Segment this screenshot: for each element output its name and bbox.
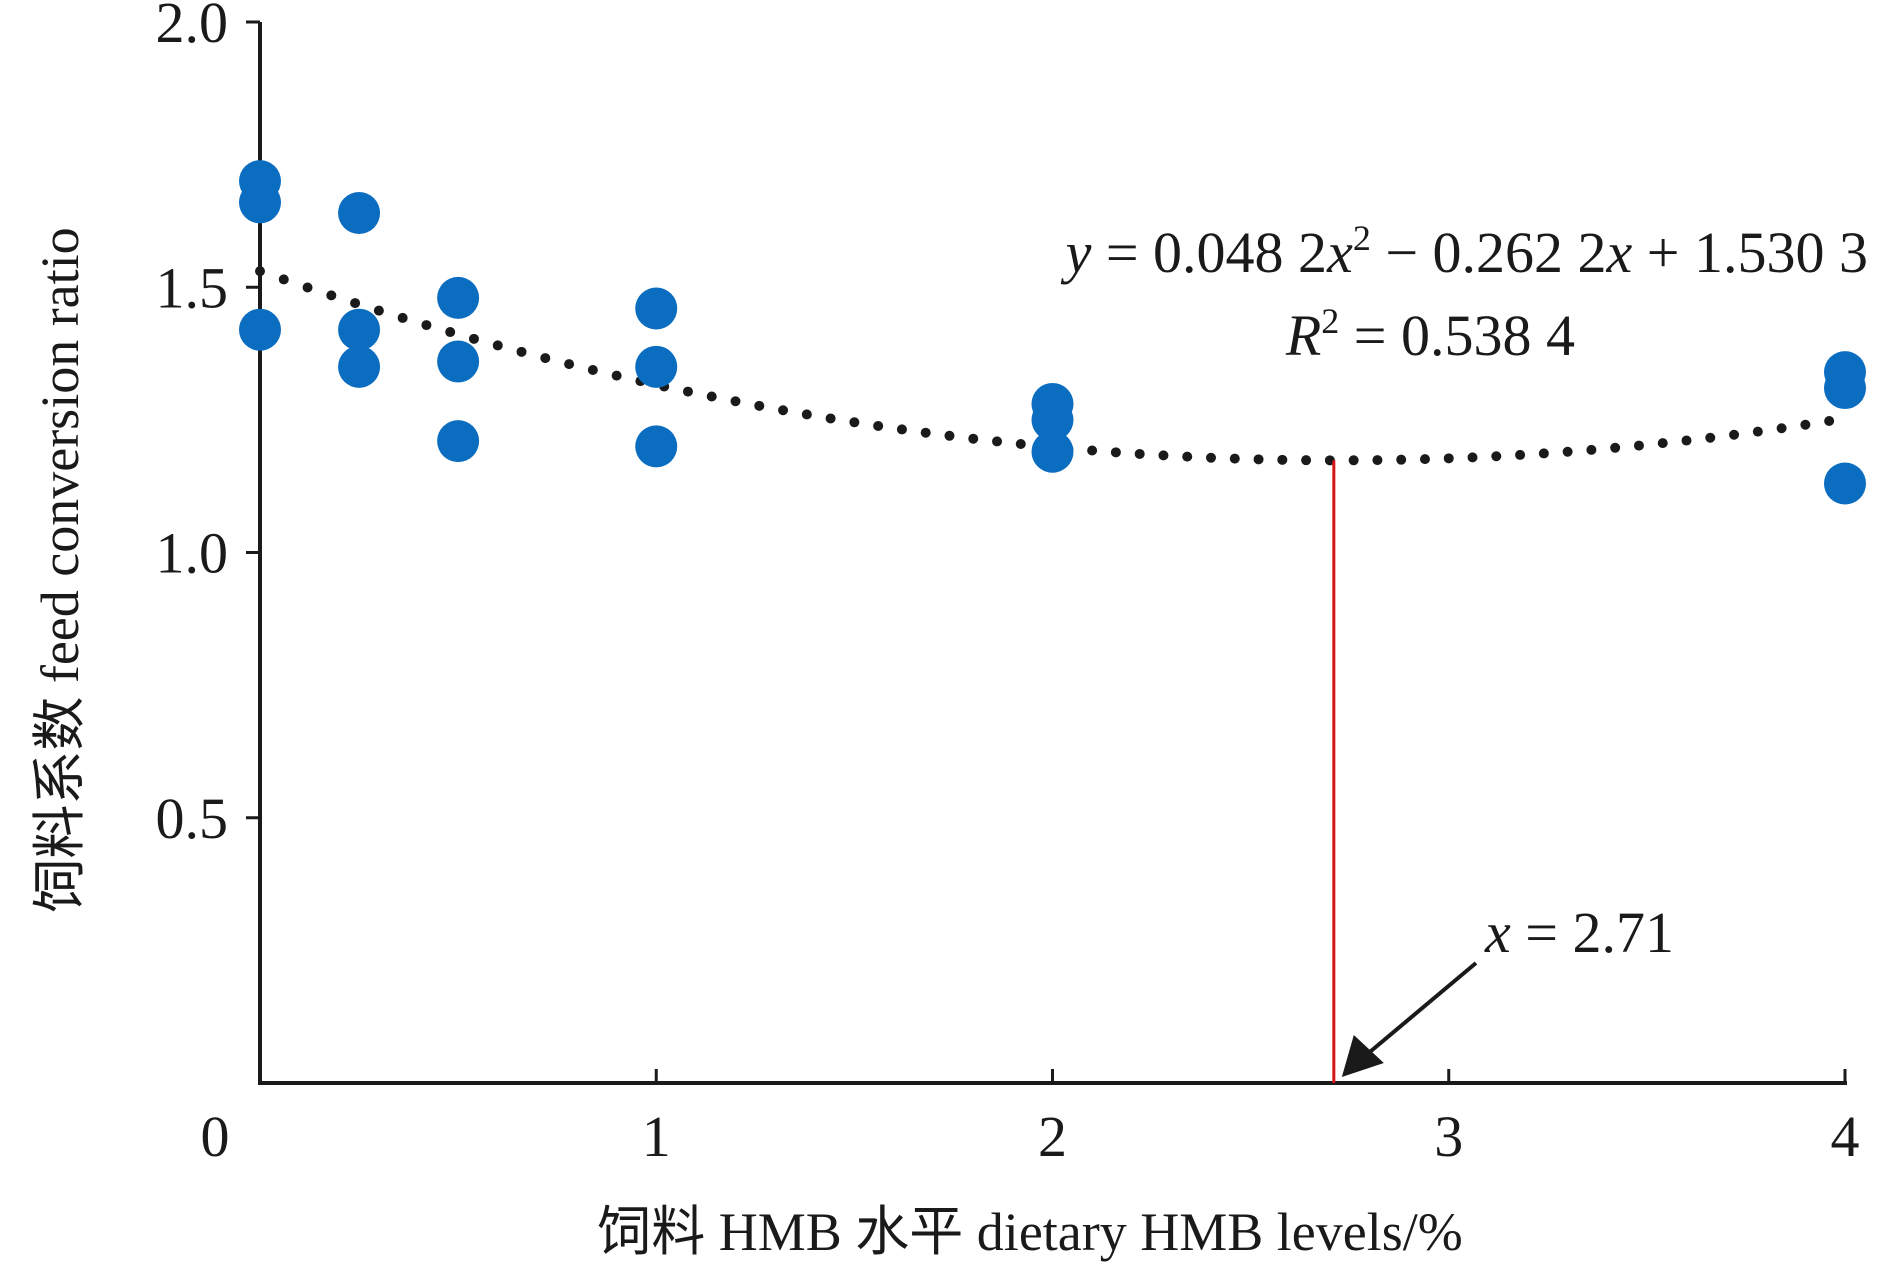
data-point (635, 287, 678, 330)
trendline-dot (302, 282, 313, 293)
trendline-dot (1182, 451, 1193, 462)
trendline-dot (397, 312, 408, 323)
y-tick-label: 2.0 (156, 0, 229, 55)
trendline-dot (730, 396, 741, 407)
trend-equation: y = 0.048 2x2 − 0.262 2x + 1.530 3 (1061, 218, 1868, 285)
trendline (255, 266, 1835, 466)
x-tick-label: 0 (201, 1104, 230, 1169)
trendline-dot (1729, 429, 1740, 440)
trendline-dot (706, 391, 717, 402)
trendline-dot (1396, 454, 1407, 465)
trendline-dot (492, 340, 503, 351)
trendline-dot (326, 290, 337, 301)
trendline-dot (896, 424, 907, 435)
trendline-dot (1229, 453, 1240, 464)
trendline-dot (1752, 426, 1763, 437)
trendline-dot (1538, 448, 1549, 459)
trendline-dot (801, 409, 812, 420)
x-tick-label: 3 (1434, 1104, 1463, 1169)
trendline-dot (1681, 435, 1692, 446)
y-axis-title: 饲料系数 feed conversion ratio (30, 227, 90, 912)
data-points (239, 160, 1866, 505)
x-axis-title: 饲料 HMB 水平 dietary HMB levels/% (597, 1202, 1462, 1262)
trendline-dot (1110, 447, 1121, 458)
trendline-dot (278, 274, 289, 285)
trendline-dot (255, 266, 265, 277)
trendline-dot (540, 353, 551, 364)
trendline-dot (1158, 450, 1169, 461)
data-point (635, 425, 678, 468)
trendline-dot (1515, 449, 1526, 460)
trendline-dot (1087, 445, 1098, 456)
trendline-dot (873, 420, 884, 431)
optimum-label: x = 2.71 (1484, 900, 1674, 965)
x-tick-label: 2 (1038, 1104, 1067, 1169)
trendline-dot (350, 298, 361, 309)
trendline-dot (611, 370, 622, 381)
optimum-arrow-head (1341, 1035, 1384, 1077)
trendline-dot (516, 346, 527, 357)
data-point (437, 340, 480, 383)
trendline-dot (1206, 452, 1216, 463)
trendline-dot (920, 427, 931, 438)
r-squared: R2 = 0.538 4 (1285, 301, 1575, 368)
trendline-dot (1562, 446, 1573, 457)
trendline-dot (825, 413, 836, 424)
trendline-dot (1776, 423, 1787, 434)
x-tick-label: 1 (642, 1104, 671, 1169)
trendline-dot (1443, 453, 1454, 464)
data-point (338, 345, 381, 388)
data-point (437, 420, 480, 463)
trendline-dot (944, 430, 955, 441)
data-point (1824, 462, 1866, 505)
data-point (635, 345, 678, 388)
trendline-dot (468, 333, 479, 344)
trendline-dot (1800, 419, 1811, 430)
trendline-dot (445, 327, 456, 338)
trendline-dot (421, 320, 432, 331)
y-tick-label: 0.5 (156, 786, 229, 851)
trendline-dot (1657, 438, 1668, 449)
trendline-dot (1372, 455, 1383, 466)
trendline-dot (682, 386, 693, 397)
trendline-dot (1633, 440, 1644, 451)
trendline-dot (992, 436, 1003, 447)
trendline-dot (1705, 432, 1716, 443)
data-point (239, 181, 281, 224)
data-point (1824, 367, 1866, 410)
y-ticks: 0.5 1.0 1.5 2.0 (156, 0, 260, 851)
optimum-arrow-shaft (1362, 961, 1478, 1059)
trendline-dot (849, 417, 860, 428)
trendline-dot (1824, 416, 1835, 427)
x-ticks: 0 1 2 3 4 (201, 1069, 1860, 1169)
trendline-dot (1419, 454, 1430, 465)
y-tick-label: 1.0 (156, 521, 229, 586)
data-point (338, 308, 381, 351)
trendline-dot (1134, 448, 1145, 459)
trendline-dot (1467, 452, 1478, 463)
data-point (437, 276, 480, 319)
trendline-dot (1301, 455, 1312, 466)
x-tick-label: 4 (1831, 1104, 1860, 1169)
trendline-dot (1348, 455, 1359, 466)
trendline-dot (1015, 438, 1026, 449)
trendline-dot (778, 405, 789, 416)
trendline-dot (1253, 454, 1264, 465)
data-point (1031, 398, 1074, 441)
y-tick-label: 1.5 (156, 255, 229, 320)
trendline-dot (1610, 442, 1621, 453)
trendline-dot (373, 305, 384, 316)
data-point (239, 308, 281, 351)
data-point (1031, 430, 1074, 473)
trendline-dot (754, 400, 765, 411)
trendline-dot (968, 433, 979, 444)
data-point (338, 191, 381, 234)
trendline-dot (564, 359, 575, 370)
trendline-dot (1277, 454, 1288, 465)
trendline-dot (587, 364, 598, 375)
optimum-marker (1332, 460, 1478, 1083)
trendline-dot (1586, 444, 1597, 455)
trendline-dot (1491, 451, 1502, 462)
